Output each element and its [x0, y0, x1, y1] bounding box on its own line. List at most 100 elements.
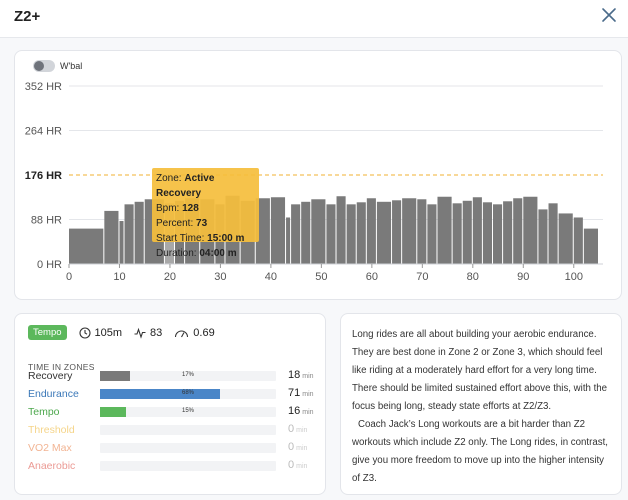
- chart-bar: [255, 198, 270, 264]
- chart-bar: [573, 217, 583, 264]
- chart-bar: [301, 201, 311, 264]
- chart-bar: [104, 210, 119, 264]
- zone-minutes-unit: min: [296, 463, 308, 470]
- chart-bar: [134, 201, 144, 264]
- tooltip-zone-label: Zone:: [156, 173, 182, 184]
- zone-minutes-value: 0: [288, 459, 295, 471]
- chart-tooltip: Zone: Active Recovery Bpm: 128 Percent: …: [152, 168, 259, 259]
- gauge-icon: [175, 329, 189, 337]
- chart-bar: [503, 201, 513, 264]
- close-icon[interactable]: [598, 4, 620, 26]
- tooltip-start-value: 15:00 m: [207, 233, 245, 244]
- zone-row: VO2 Max 0 min: [28, 440, 318, 456]
- chart-bar: [311, 199, 326, 264]
- description-paragraph-2: Coach Jack’s Long workouts are a bit har…: [352, 419, 608, 484]
- y-tick-label: 0 HR: [37, 259, 62, 271]
- zone-minutes-value: 71: [288, 387, 301, 399]
- zone-minutes-unit: min: [296, 427, 308, 434]
- zone-percent: 17%: [181, 372, 194, 378]
- chart-bar: [402, 198, 417, 264]
- description-card: Long rides are all about building your a…: [340, 313, 622, 495]
- chart-bar: [558, 213, 573, 264]
- chart-bar: [119, 221, 124, 264]
- chart-bar: [366, 198, 376, 264]
- zone-minutes: 0 min: [288, 423, 307, 435]
- description-paragraph-1: Long rides are all about building your a…: [352, 329, 608, 412]
- zone-name: Threshold: [28, 424, 75, 436]
- clock-icon: [78, 326, 91, 339]
- tooltip-duration-value: 04:00 m: [199, 248, 237, 259]
- zone-minutes: 18 min: [288, 369, 314, 381]
- chart-bar: [270, 197, 286, 264]
- header: Z2+: [0, 0, 628, 38]
- tooltip-zone-value: Active Recovery: [156, 173, 215, 199]
- tooltip-bpm: Bpm: 128: [156, 201, 255, 216]
- x-tick-label: 60: [366, 271, 378, 283]
- chart-bar: [548, 203, 558, 264]
- zone-bar-fill: [100, 371, 130, 381]
- workout-summary: Tempo 105m 83 0.69: [28, 325, 227, 340]
- zone-row: Recovery 17% 18 min: [28, 368, 318, 384]
- x-tick-label: 10: [113, 271, 125, 283]
- zone-row: Tempo 15% 16 min: [28, 404, 318, 420]
- pulse-icon: [134, 327, 146, 339]
- zone-bar: [100, 443, 276, 453]
- chart-bar: [326, 204, 336, 264]
- zone-row: Anaerobic 0 min: [28, 458, 318, 474]
- chart-bar: [376, 201, 392, 264]
- y-tick-label: 176 HR: [25, 170, 62, 182]
- wbal-toggle[interactable]: [33, 60, 55, 72]
- tooltip-duration: Duration: 04:00 m: [156, 246, 255, 261]
- zone-minutes-unit: min: [302, 373, 314, 380]
- wbal-toggle-knob: [34, 61, 44, 71]
- x-tick-label: 80: [467, 271, 479, 283]
- zone-name: Anaerobic: [28, 460, 76, 472]
- x-tick-label: 0: [66, 271, 72, 283]
- intensity-stat: 0.69: [174, 327, 215, 339]
- tooltip-zone: Zone: Active Recovery: [156, 171, 255, 201]
- zone-minutes: 16 min: [288, 405, 314, 417]
- duration-stat: 105m: [78, 326, 123, 339]
- chart-bar: [346, 204, 356, 264]
- zone-row: Threshold 0 min: [28, 422, 318, 438]
- zone-bar: [100, 461, 276, 471]
- duration-value: 105m: [94, 326, 123, 339]
- chart-bar: [472, 197, 482, 264]
- zone-minutes: 71 min: [288, 387, 314, 399]
- y-tick-label: 264 HR: [25, 126, 62, 138]
- zone-minutes-unit: min: [302, 409, 314, 416]
- zone-minutes-value: 0: [288, 441, 295, 453]
- tooltip-bpm-label: Bpm:: [156, 203, 180, 214]
- wbal-toggle-label: W'bal: [60, 61, 83, 71]
- x-tick-label: 100: [565, 271, 583, 283]
- zone-name: VO2 Max: [28, 442, 72, 454]
- x-tick-label: 50: [315, 271, 327, 283]
- zone-minutes-value: 0: [288, 423, 295, 435]
- wbal-toggle-wrap[interactable]: W'bal: [33, 60, 82, 72]
- zone-percent: 68%: [181, 390, 194, 396]
- zone-row: Endurance 68% 71 min: [28, 386, 318, 402]
- chart-bar: [523, 196, 538, 264]
- zone-bar-fill: [100, 407, 127, 417]
- chart-bar: [538, 209, 548, 264]
- x-tick-label: 30: [214, 271, 226, 283]
- chart-bar: [356, 202, 366, 264]
- tooltip-percent: Percent: 73: [156, 216, 255, 231]
- chart-bar: [452, 203, 462, 264]
- zone-bar: [100, 425, 276, 435]
- chart-bar: [291, 204, 301, 264]
- tooltip-start-label: Start Time:: [156, 233, 205, 244]
- x-tick-label: 20: [164, 271, 176, 283]
- zone-percent: 15%: [181, 408, 194, 414]
- zone-bar: 17%: [100, 371, 276, 381]
- zone-minutes-value: 16: [288, 405, 301, 417]
- chart-bar: [69, 228, 104, 264]
- chart-bar: [392, 200, 402, 264]
- heart-rate-chart: 352 HR 264 HR 176 HR 88 HR 0 HR 0 10 20 30 40 50 60…: [25, 81, 603, 283]
- chart-bar: [286, 217, 291, 264]
- chart-bar: [427, 204, 437, 264]
- tss-value: 83: [150, 326, 163, 339]
- chart-bar: [583, 228, 598, 264]
- chart-bar: [437, 196, 452, 264]
- workout-description: Long rides are all about building your a…: [352, 326, 614, 488]
